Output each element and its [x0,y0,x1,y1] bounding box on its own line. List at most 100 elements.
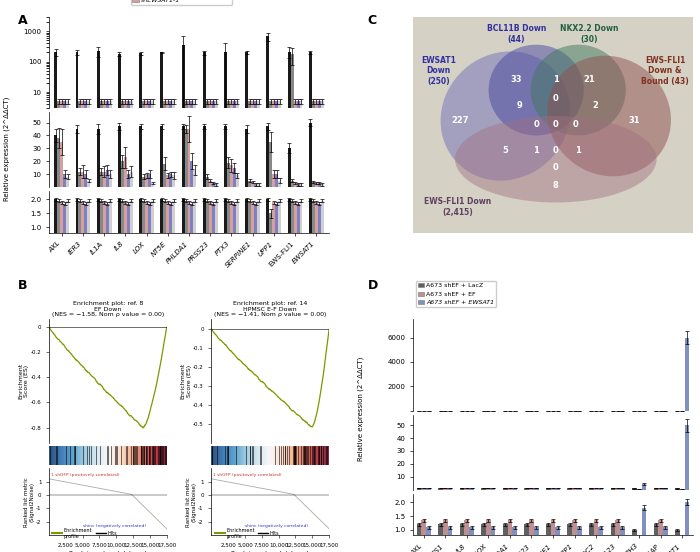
Bar [188,101,190,552]
Text: 1 shGFP (positovely correlated): 1 shGFP (positovely correlated) [51,473,120,477]
Y-axis label: Enrichment
Score (ES): Enrichment Score (ES) [18,363,29,399]
Bar [78,201,81,255]
Text: 1 shGFP (positovely correlated): 1 shGFP (positovely correlated) [214,473,282,477]
Y-axis label: Enrichment
Score (ES): Enrichment Score (ES) [181,363,192,399]
Bar [76,129,78,187]
Bar [163,101,167,552]
Bar [151,201,154,255]
Bar [443,520,448,552]
Bar [103,202,106,255]
Bar [448,527,452,552]
Bar [275,204,279,255]
Bar [279,101,281,552]
Bar [680,489,685,490]
Bar [524,524,529,552]
Bar [60,142,63,187]
Bar [641,508,646,552]
Text: C: C [368,14,377,27]
Bar [181,126,185,187]
Bar [169,101,172,552]
Bar [300,101,302,552]
Bar [469,489,474,490]
Text: shinc (negatively correlated): shinc (negatively correlated) [245,524,308,528]
Bar [57,201,60,255]
Bar [315,202,318,255]
Bar [97,199,99,255]
Bar [426,527,431,552]
Bar [297,204,300,255]
Text: EWSAT1
Down
(250): EWSAT1 Down (250) [421,56,456,86]
Bar [190,101,193,552]
Bar [211,183,215,187]
Bar [181,199,185,255]
Bar [193,101,197,552]
Bar [620,489,624,490]
Bar [211,101,215,552]
Text: 0: 0 [553,163,559,172]
Text: 9: 9 [517,100,522,110]
Bar [438,524,443,552]
Bar [203,199,206,255]
Bar [127,174,130,187]
Bar [81,101,85,552]
Bar [680,544,685,552]
Bar [248,201,251,255]
Bar [145,176,148,187]
Bar [148,101,151,552]
Bar [658,520,663,552]
Bar [275,101,279,552]
Bar [148,174,151,187]
Bar [55,199,57,255]
Bar [215,101,218,552]
Bar [443,488,448,490]
Bar [139,199,142,255]
Bar [312,101,315,552]
Bar [309,52,312,552]
Text: 8: 8 [553,181,559,190]
Bar [127,204,130,255]
Bar [66,177,69,187]
Legend: shGEF, shEF, shEWSAT1-1, shEWSAT1-2, shEWSAT1-3: shGEF, shEF, shEWSAT1-1, shEWSAT1-2, shE… [130,0,232,4]
Bar [209,101,211,552]
Bar [163,164,167,187]
Text: 0: 0 [553,94,559,103]
Bar [637,541,641,552]
Bar [290,54,293,552]
Bar [81,202,85,255]
Bar [99,201,103,255]
Bar [193,170,197,187]
Bar [534,489,538,490]
Bar [230,101,233,552]
Bar [272,174,275,187]
Bar [108,101,111,552]
Bar [594,488,598,490]
Bar [551,520,555,552]
Bar [577,527,582,552]
Bar [421,520,426,552]
Bar [288,199,290,255]
Bar [118,54,121,552]
Bar [236,101,239,552]
Legend: A673 shEF + LacZ, A673 shEF + EF, A673 shEF + EWSAT1: A673 shEF + LacZ, A673 shEF + EF, A673 s… [416,281,496,307]
Bar [233,168,236,187]
Ellipse shape [489,45,584,135]
Bar [524,488,529,490]
Text: 0: 0 [553,146,559,155]
Bar [491,527,496,552]
Bar [88,181,90,187]
Bar [620,527,624,552]
Bar [206,101,209,552]
Bar [251,182,254,187]
Text: D: D [368,279,378,292]
Bar [251,101,254,552]
Bar [257,201,260,255]
Bar [448,489,452,490]
Bar [203,126,206,187]
Text: Hits: Hits [108,531,117,536]
Bar [482,488,486,490]
Bar [297,101,300,552]
Text: Relative expression (2^ΔΔCT): Relative expression (2^ΔΔCT) [4,97,10,201]
Bar [151,101,154,552]
Bar [148,204,151,255]
Bar [55,135,57,187]
